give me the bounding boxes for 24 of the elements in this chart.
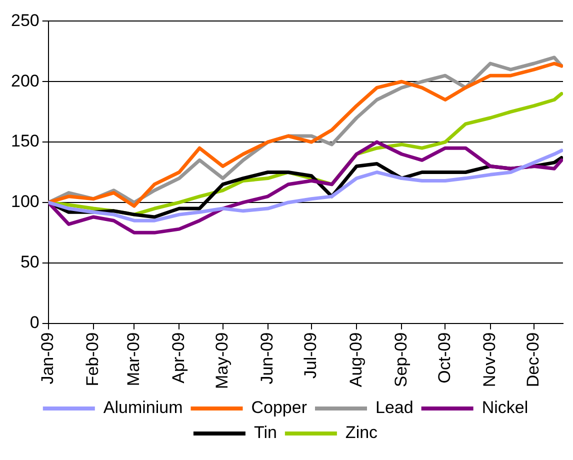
x-tick-label: May-09 [212,332,232,389]
x-tick-label: Aug-09 [346,332,366,388]
y-tick-label: 200 [10,71,40,90]
x-tick-label: Feb-09 [83,332,102,386]
y-tick-label: 250 [10,10,40,30]
x-tick-label: Dec-09 [524,332,543,388]
x-tick-label: Jan-09 [38,332,58,384]
x-tick-label: Apr-09 [168,332,188,384]
x-tick-label: Mar-09 [124,332,143,386]
legend-label: Nickel [482,398,528,418]
x-tick-label: Jul-09 [301,332,320,379]
x-tick-label: Nov-09 [480,332,499,388]
x-tick-label: Oct-09 [434,332,454,384]
x-tick-label: Sep-09 [391,332,410,388]
y-tick-label: 150 [10,132,40,151]
legend-label: Aluminium [103,398,183,418]
x-tick-label: Jun-09 [258,332,277,384]
legend-label: Zinc [345,423,378,442]
legend-label: Tin [254,423,277,442]
y-tick-label: 0 [30,313,40,332]
legend-label: Lead [376,398,414,418]
y-tick-label: 100 [10,192,40,212]
y-tick-label: 50 [20,252,40,272]
legend-label: Copper [251,398,308,418]
